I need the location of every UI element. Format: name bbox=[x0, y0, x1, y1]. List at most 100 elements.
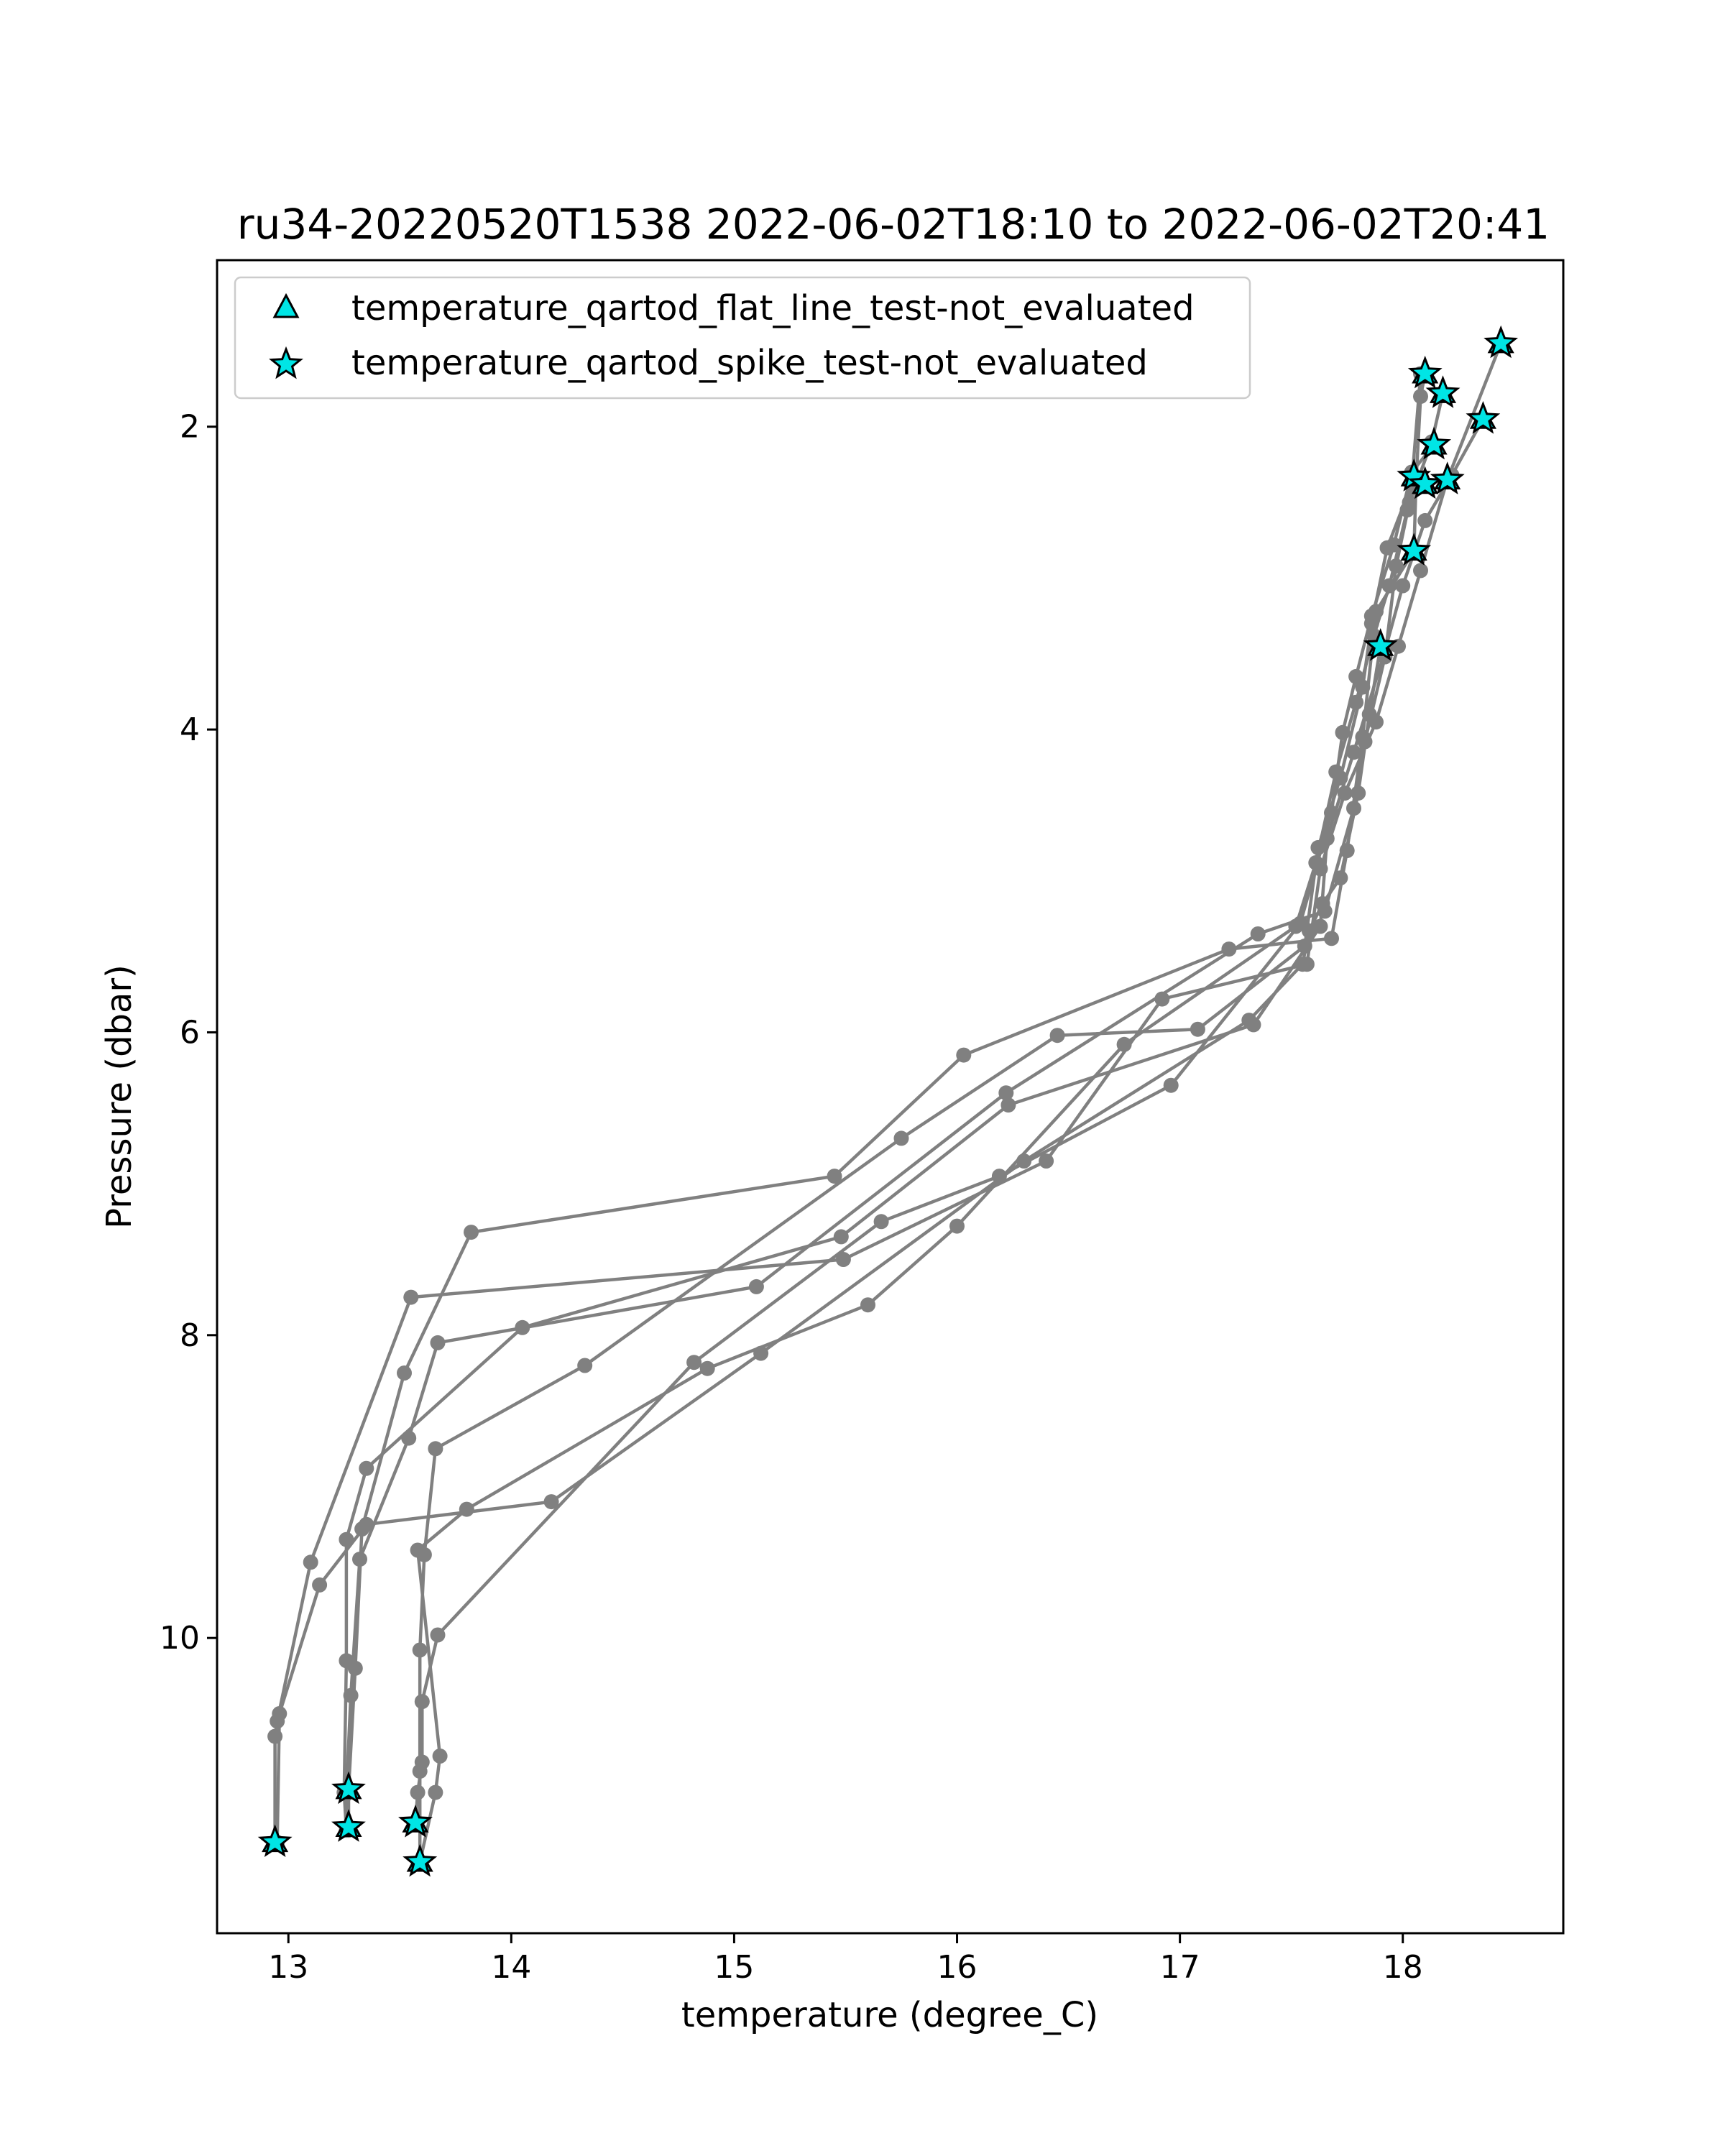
profile-point bbox=[1324, 805, 1339, 821]
profile-point bbox=[1399, 502, 1415, 518]
profile-line-1 bbox=[346, 373, 1427, 1828]
plot-area-frame bbox=[216, 259, 1565, 1935]
profile-line-3 bbox=[342, 418, 1485, 1830]
profile-point bbox=[543, 1494, 559, 1510]
profile-line-8 bbox=[275, 645, 1382, 1843]
profile-point bbox=[1302, 923, 1317, 939]
profile-point bbox=[860, 1297, 875, 1313]
x-tick-label: 16 bbox=[937, 1949, 978, 1986]
x-tick-label: 18 bbox=[1383, 1949, 1423, 1986]
spike-test-marker bbox=[331, 1771, 366, 1805]
profile-point bbox=[1190, 1021, 1205, 1037]
chart-title: ru34-20220520T1538 2022-06-02T18:10 to 2… bbox=[237, 200, 1550, 249]
profile-point bbox=[1049, 1028, 1065, 1044]
profile-point bbox=[686, 1355, 702, 1370]
x-tick-label: 14 bbox=[491, 1949, 531, 1986]
spike-test-marker bbox=[1407, 355, 1443, 389]
profile-point bbox=[515, 1319, 530, 1335]
profile-point bbox=[1417, 512, 1433, 528]
profile-point bbox=[1357, 734, 1373, 750]
profile-point bbox=[1381, 578, 1397, 594]
profile-point bbox=[359, 1516, 374, 1532]
profile-point bbox=[1308, 855, 1324, 870]
profile-point bbox=[430, 1335, 446, 1350]
profile-point bbox=[873, 1214, 889, 1230]
profile-point bbox=[343, 1687, 359, 1703]
profile-point bbox=[1386, 537, 1402, 553]
profile-point bbox=[267, 1728, 283, 1744]
x-axis-label: temperature (degree_C) bbox=[681, 1995, 1098, 2035]
spike-test-markers bbox=[257, 325, 1519, 1877]
profile-point bbox=[1116, 1036, 1132, 1052]
x-tick-label: 17 bbox=[1160, 1949, 1200, 1986]
profile-point bbox=[1348, 668, 1364, 684]
profile-point bbox=[1288, 918, 1304, 934]
profile-point bbox=[1339, 843, 1355, 859]
profile-point bbox=[401, 1430, 417, 1446]
profile-lines bbox=[273, 343, 1503, 1863]
profile-point bbox=[1346, 745, 1361, 760]
spike-test-marker bbox=[398, 1805, 433, 1838]
profile-point bbox=[1413, 563, 1428, 579]
legend: temperature_qartod_flat_line_test-not_ev… bbox=[234, 276, 1251, 400]
profile-point bbox=[1363, 608, 1379, 624]
legend-box bbox=[234, 276, 1251, 400]
profile-point bbox=[1388, 558, 1404, 574]
profile-point bbox=[428, 1441, 443, 1457]
legend-label-spike: temperature_qartod_spike_test-not_evalua… bbox=[351, 343, 1148, 383]
spike-test-marker bbox=[1466, 401, 1501, 434]
y-axis-label: Pressure (dbar) bbox=[99, 964, 139, 1229]
profile-point bbox=[1348, 694, 1364, 710]
profile-point bbox=[403, 1289, 419, 1305]
profile-line-6 bbox=[413, 443, 1435, 1823]
profile-point bbox=[1154, 991, 1170, 1007]
profile-line-4 bbox=[273, 343, 1503, 1843]
profile-point bbox=[956, 1047, 972, 1063]
legend-star-marker bbox=[269, 346, 303, 379]
profile-point bbox=[414, 1754, 430, 1770]
profile-point bbox=[397, 1365, 412, 1381]
profile-point bbox=[432, 1749, 448, 1764]
profile-line-5 bbox=[418, 373, 1422, 1862]
x-tick-label: 13 bbox=[268, 1949, 308, 1986]
profile-point bbox=[1351, 786, 1366, 801]
y-tick-label: 4 bbox=[180, 711, 200, 748]
profile-point bbox=[949, 1218, 965, 1234]
profile-point bbox=[1016, 1153, 1032, 1169]
spike-test-marker bbox=[331, 1809, 366, 1842]
profile-point bbox=[835, 1252, 851, 1267]
profile-point bbox=[1221, 941, 1237, 957]
x-tick-label: 15 bbox=[714, 1949, 754, 1986]
spike-test-marker bbox=[1397, 533, 1432, 566]
spike-test-marker bbox=[402, 1843, 438, 1877]
profile-point bbox=[1000, 1097, 1016, 1113]
profile-point bbox=[1346, 801, 1361, 816]
profile-line-7 bbox=[415, 476, 1416, 1863]
profile-point bbox=[893, 1130, 909, 1146]
profile-point bbox=[991, 1169, 1007, 1184]
profile-point bbox=[339, 1653, 354, 1669]
profile-point bbox=[339, 1531, 354, 1547]
profile-point bbox=[1039, 1153, 1054, 1169]
profile-point bbox=[1413, 389, 1428, 405]
profile-point bbox=[410, 1784, 426, 1800]
profile-point bbox=[827, 1169, 842, 1184]
y-tick-label: 8 bbox=[180, 1317, 200, 1354]
profile-point bbox=[833, 1229, 849, 1245]
spike-test-marker bbox=[257, 1824, 293, 1857]
profile-line-2 bbox=[344, 392, 1445, 1830]
spike-test-marker bbox=[1417, 426, 1452, 460]
legend-label-flat-line: temperature_qartod_flat_line_test-not_ev… bbox=[351, 288, 1195, 328]
y-tick-label: 6 bbox=[180, 1014, 200, 1051]
y-axis-ticks: 2 4 6 8 10 bbox=[160, 409, 217, 1657]
profile-point bbox=[1250, 926, 1266, 941]
profile-point bbox=[753, 1345, 769, 1361]
profile-point bbox=[1310, 839, 1326, 855]
profile-point bbox=[352, 1552, 367, 1567]
spike-test-marker bbox=[1407, 466, 1443, 499]
y-tick-label: 2 bbox=[180, 409, 200, 446]
profile-point bbox=[1328, 764, 1344, 780]
triangle-icon bbox=[272, 292, 300, 318]
profile-point bbox=[428, 1784, 443, 1800]
